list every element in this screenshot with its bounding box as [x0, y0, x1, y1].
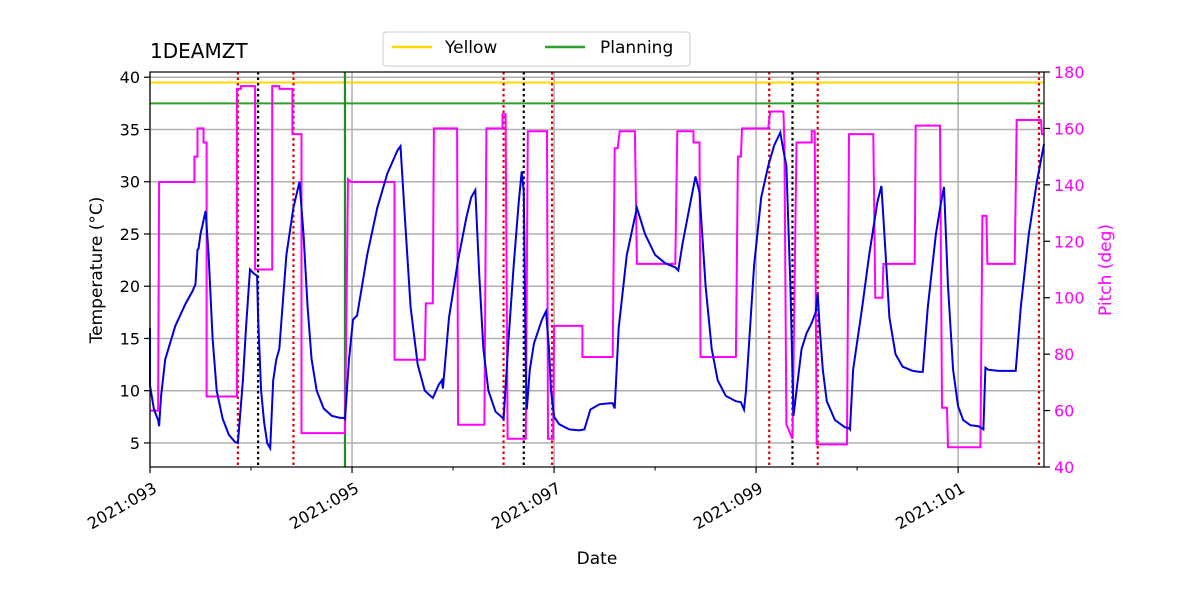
y-tick-label: 15 — [120, 329, 140, 348]
legend-label-yellow: Yellow — [444, 38, 497, 58]
y2-tick-label: 180 — [1054, 63, 1085, 82]
y-tick-label: 10 — [120, 382, 140, 401]
y-axis-title: Temperature (°C) — [87, 197, 107, 345]
y-tick-label: 20 — [120, 277, 140, 296]
x-axis-title: Date — [577, 549, 618, 569]
temperature-series-line — [149, 129, 1045, 452]
x-tick-label: 2021:093 — [84, 478, 160, 533]
x-tick-label: 2021:099 — [690, 478, 766, 533]
legend-label-planning: Planning — [600, 38, 673, 58]
marker-layer — [150, 72, 1044, 467]
y-tick-label: 35 — [120, 120, 140, 139]
y2-tick-label: 40 — [1054, 458, 1074, 477]
y2-tick-label: 120 — [1054, 232, 1085, 251]
x-tick-label: 2021:101 — [892, 478, 968, 533]
y2-tick-label: 160 — [1054, 119, 1085, 138]
grid-layer — [149, 72, 1044, 467]
y-tick-label: 5 — [130, 434, 140, 453]
y2-axis-title: Pitch (deg) — [1096, 224, 1116, 316]
y-tick-label: 30 — [120, 173, 140, 192]
x-tick-label: 2021:095 — [286, 478, 362, 533]
x-tick-label: 2021:097 — [488, 478, 564, 533]
y-tick-label: 25 — [120, 225, 140, 244]
y-tick-label: 40 — [120, 68, 140, 87]
legend-box — [382, 31, 691, 67]
legend: Yellow Planning — [382, 31, 691, 67]
plot-frame — [149, 71, 1045, 468]
axis-layer: 5 10 15 20 25 30 35 40 40 60 80 100 120 140 160 180 2021… — [84, 63, 1084, 533]
pitch-series-line — [150, 85, 1044, 449]
y2-tick-label: 80 — [1054, 345, 1074, 364]
y2-tick-label: 100 — [1054, 289, 1085, 308]
y2-tick-label: 140 — [1054, 176, 1085, 195]
chart-title: 1DEAMZT — [150, 39, 248, 63]
y2-tick-label: 60 — [1054, 402, 1074, 421]
series-layer — [149, 85, 1045, 452]
